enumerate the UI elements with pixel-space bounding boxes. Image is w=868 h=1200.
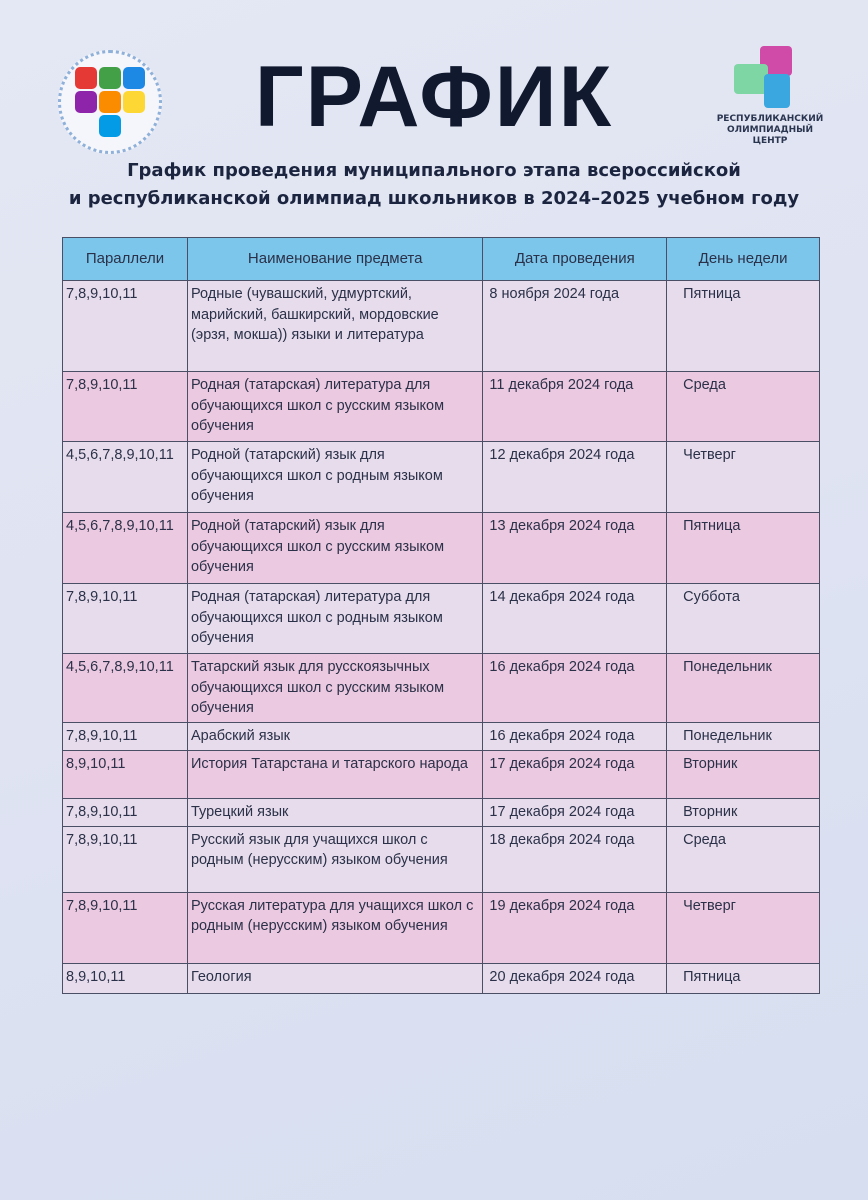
table-row: 7,8,9,10,11 Турецкий язык 17 декабря 2024 … <box>62 797 820 827</box>
table-row: 7,8,9,10,11 Родные (чувашский, удмуртский… <box>62 280 820 372</box>
date-cell: 13 декабря 2024 года <box>482 512 668 584</box>
subject-cell: Родной (татарский) язык для обучающихся … <box>186 512 484 584</box>
date-cell: 20 декабря 2024 года <box>482 962 668 994</box>
subject-cell: Родная (татарская) литература для обучаю… <box>186 371 484 442</box>
subject-cell: Турецкий язык <box>186 797 484 827</box>
subject-cell: Арабский язык <box>186 721 484 751</box>
subtitle-line-1: График проведения муниципального этапа в… <box>127 160 741 181</box>
table-row: 8,9,10,11 Геология 20 декабря 2024 года Пят… <box>62 962 820 994</box>
date-cell: 17 декабря 2024 года <box>482 797 668 827</box>
table-row: 7,8,9,10,11 Русская литература для учащих… <box>62 891 820 964</box>
date-cell: 8 ноября 2024 года <box>482 280 668 372</box>
table-header-row: Параллели Наименование предмета Дата про… <box>62 237 820 281</box>
logo-text-line1: РЕСПУБЛИКАНСКИЙ <box>716 114 824 124</box>
grades-cell: 7,8,9,10,11 <box>62 825 188 893</box>
date-cell: 16 декабря 2024 года <box>482 721 668 751</box>
grades-cell: 7,8,9,10,11 <box>62 583 188 654</box>
subject-cell: Русская литература для учащихся школ с р… <box>186 891 484 964</box>
grades-cell: 4,5,6,7,8,9,10,11 <box>62 653 188 723</box>
subject-cell: Родные (чувашский, удмуртский, марийский… <box>186 280 484 372</box>
date-cell: 11 декабря 2024 года <box>482 371 668 442</box>
date-cell: 16 декабря 2024 года <box>482 653 668 723</box>
weekday-cell: Пятница <box>666 962 820 994</box>
subtitle-line-2: и республиканской олимпиад школьников в … <box>68 188 800 209</box>
weekday-cell: Пятница <box>666 280 820 372</box>
grades-cell: 7,8,9,10,11 <box>62 280 188 372</box>
table-row: 7,8,9,10,11 Арабский язык 16 декабря 2024 … <box>62 721 820 751</box>
grades-cell: 7,8,9,10,11 <box>62 371 188 442</box>
column-header-subject: Наименование предмета <box>186 237 484 281</box>
subject-cell: Геология <box>186 962 484 994</box>
schedule-table: Параллели Наименование предмета Дата про… <box>62 237 820 994</box>
grades-cell: 7,8,9,10,11 <box>62 891 188 964</box>
weekday-cell: Суббота <box>666 583 820 654</box>
date-cell: 12 декабря 2024 года <box>482 441 668 513</box>
table-row: 7,8,9,10,11 Родная (татарская) литература… <box>62 583 820 654</box>
table-row: 8,9,10,11 История Татарстана и татарского… <box>62 749 820 799</box>
subject-cell: Родная (татарская) литература для обучаю… <box>186 583 484 654</box>
column-header-grades: Параллели <box>62 237 188 281</box>
weekday-cell: Понедельник <box>666 653 820 723</box>
grades-cell: 7,8,9,10,11 <box>62 721 188 751</box>
grades-cell: 8,9,10,11 <box>62 749 188 799</box>
grades-cell: 4,5,6,7,8,9,10,11 <box>62 441 188 513</box>
grades-cell: 8,9,10,11 <box>62 962 188 994</box>
subject-cell: Татарский язык для русскоязычных обучающ… <box>186 653 484 723</box>
table-row: 4,5,6,7,8,9,10,11 Родной (татарский) язык… <box>62 512 820 584</box>
table-row: 7,8,9,10,11 Русский язык для учащихся шко… <box>62 825 820 893</box>
weekday-cell: Вторник <box>666 797 820 827</box>
weekday-cell: Среда <box>666 825 820 893</box>
table-row: 4,5,6,7,8,9,10,11 Татарский язык для русс… <box>62 653 820 723</box>
subtitle: График проведения муниципального этапа в… <box>0 157 868 213</box>
date-cell: 14 декабря 2024 года <box>482 583 668 654</box>
weekday-cell: Пятница <box>666 512 820 584</box>
date-cell: 17 декабря 2024 года <box>482 749 668 799</box>
subject-cell: Русский язык для учащихся школ с родным … <box>186 825 484 893</box>
subject-cell: История Татарстана и татарского народа <box>186 749 484 799</box>
grades-cell: 4,5,6,7,8,9,10,11 <box>62 512 188 584</box>
weekday-cell: Вторник <box>666 749 820 799</box>
weekday-cell: Понедельник <box>666 721 820 751</box>
page-title: ГРАФИК <box>254 49 614 145</box>
table-row: 7,8,9,10,11 Родная (татарская) литература… <box>62 371 820 442</box>
weekday-cell: Четверг <box>666 441 820 513</box>
subject-cell: Родной (татарский) язык для обучающихся … <box>186 441 484 513</box>
date-cell: 18 декабря 2024 года <box>482 825 668 893</box>
column-header-weekday: День недели <box>666 237 820 281</box>
table-row: 4,5,6,7,8,9,10,11 Родной (татарский) язык… <box>62 441 820 513</box>
weekday-cell: Среда <box>666 371 820 442</box>
date-cell: 19 декабря 2024 года <box>482 891 668 964</box>
weekday-cell: Четверг <box>666 891 820 964</box>
grades-cell: 7,8,9,10,11 <box>62 797 188 827</box>
republican-olympiad-center-logo: РЕСПУБЛИКАНСКИЙ ОЛИМПИАДНЫЙ ЦЕНТР <box>710 44 830 146</box>
olympiad-emblem-logo <box>58 50 162 154</box>
column-header-date: Дата проведения <box>482 237 668 281</box>
logo-text-line2: ОЛИМПИАДНЫЙ ЦЕНТР <box>726 125 814 146</box>
